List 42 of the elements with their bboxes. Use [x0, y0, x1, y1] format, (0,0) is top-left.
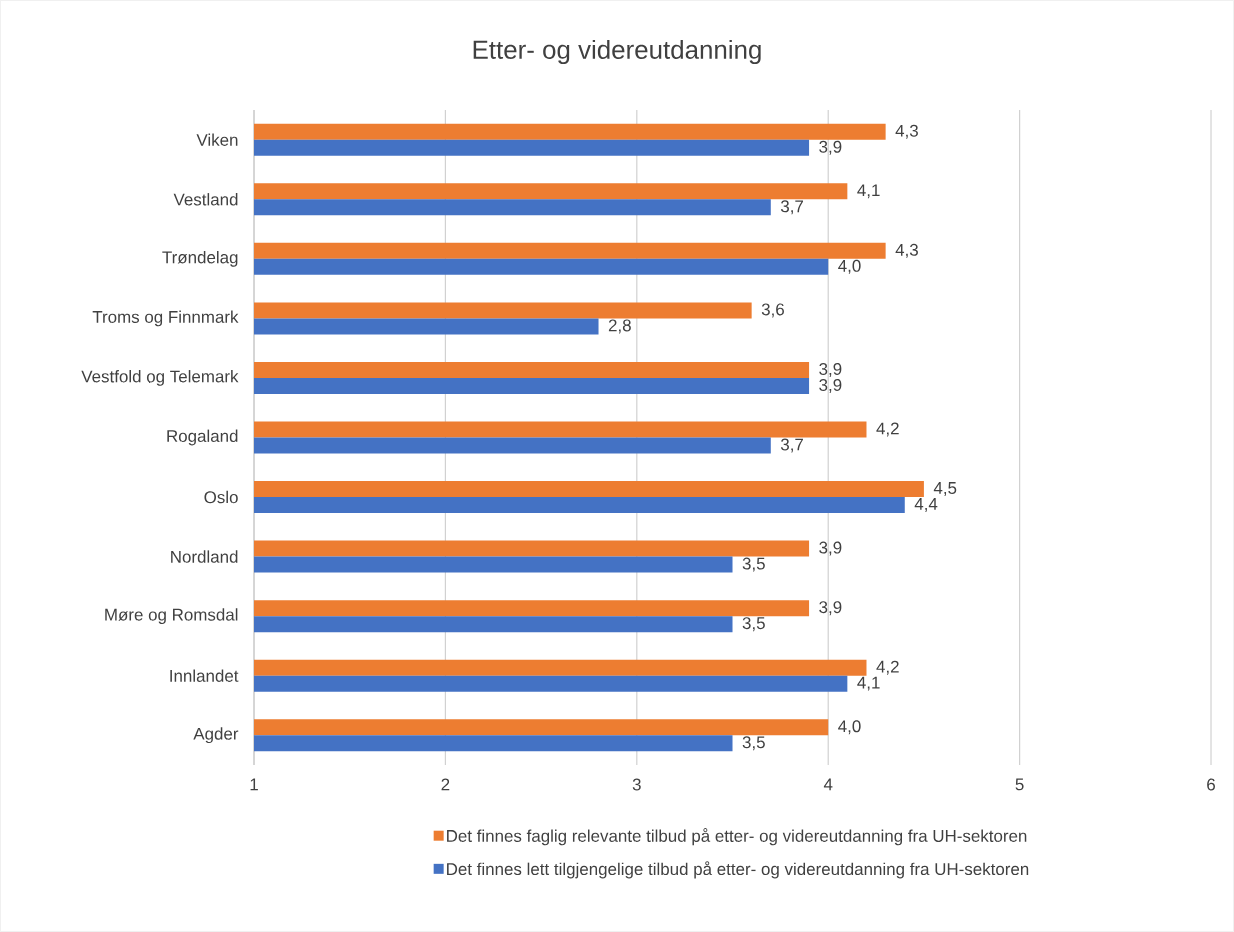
data-label: 3,9	[819, 601, 842, 616]
data-label: 3,7	[780, 200, 803, 215]
y-tick-label: Oslo	[204, 490, 238, 504]
data-label: 4,2	[876, 660, 899, 675]
x-tick-label: 1	[250, 778, 258, 791]
data-label: 3,7	[780, 438, 803, 453]
x-tick-label: 4	[823, 778, 833, 791]
data-label: 4,3	[895, 124, 918, 139]
data-label: 3,5	[742, 557, 765, 572]
y-tick-label: Vestfold og Telemark	[81, 370, 239, 386]
legend-label: Det finnes faglig relevante tilbud på etter- og videreutdanning fra UH-sektoren	[447, 828, 1027, 846]
x-tick-label: 2	[441, 778, 450, 791]
data-label: 4,2	[876, 422, 899, 437]
data-label: 3,9	[819, 140, 842, 155]
y-tick-label: Møre og Romsdal	[105, 608, 238, 625]
data-label: 4,0	[838, 259, 861, 274]
data-label: 3,5	[742, 617, 765, 632]
y-tick-label: Nordland	[171, 550, 238, 563]
data-label: 4,3	[895, 243, 918, 258]
chart-title: Etter- og videreutdanning	[473, 39, 761, 65]
y-tick-label: Agder	[193, 727, 239, 744]
y-tick-label: Viken	[196, 133, 238, 146]
data-label: 4,0	[838, 720, 861, 735]
data-label: 3,6	[761, 303, 784, 318]
x-tick-label: 5	[1015, 778, 1024, 791]
data-label: 3,9	[819, 362, 842, 377]
data-label: 3,5	[742, 736, 765, 751]
y-tick-label: Rogaland	[167, 429, 238, 446]
data-label: 3,9	[819, 541, 842, 556]
data-label: 4,1	[857, 184, 880, 199]
legend-label: Det finnes lett tilgjengelige tilbud på etter- og videreutdanning fra UH-sektoren	[447, 861, 1029, 879]
y-tick-label: Troms og Finnmark	[92, 310, 239, 327]
y-tick-label: Vestland	[173, 193, 238, 206]
y-tick-label: Innlandet	[170, 669, 239, 682]
data-label: 4,4	[914, 498, 938, 512]
data-label: 2,8	[608, 319, 631, 334]
x-tick-label: 6	[1207, 778, 1215, 791]
x-tick-label: 3	[632, 778, 641, 791]
data-label: 4,1	[857, 676, 880, 691]
y-tick-label: Trøndelag	[162, 250, 238, 267]
data-label: 4,5	[933, 482, 957, 496]
data-label: 3,9	[819, 378, 842, 393]
